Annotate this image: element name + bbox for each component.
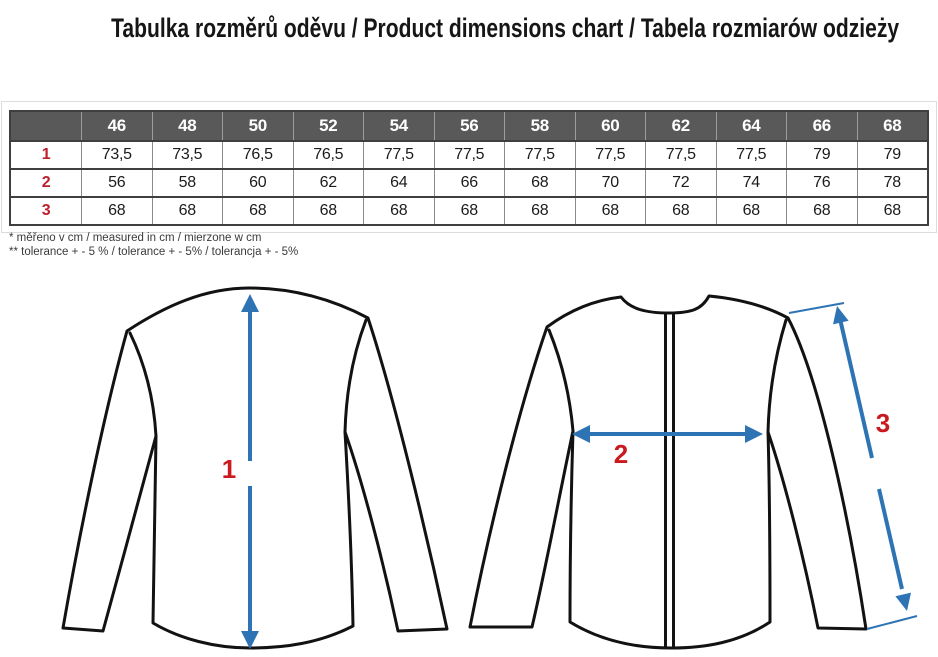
dimension-value: 76: [786, 170, 857, 196]
jacket-back-view: 1: [61, 286, 449, 650]
dimension-value: 68: [645, 198, 716, 224]
arrow-upleft-head-icon: [833, 306, 849, 325]
dimension-value: 73,5: [81, 142, 152, 168]
dimension-value: 68: [715, 198, 787, 224]
dimension-value: 77,5: [433, 142, 505, 168]
dimension-label-3: 3: [876, 408, 890, 438]
dimension-value: 56: [81, 170, 152, 196]
size-column-header: 60: [574, 112, 646, 140]
dimension-value: 78: [856, 170, 928, 196]
front-right-armhole-seam: [766, 318, 788, 434]
dimension-value: 64: [363, 170, 434, 196]
sleeve-length-arrow: [788, 302, 918, 630]
table-row: 3 68 68 68 68 68 68 68 68 68 68 68 68: [11, 196, 927, 224]
dimension-value: 79: [856, 142, 928, 168]
back-right-armhole-seam: [343, 318, 368, 434]
dimension-value: 60: [222, 170, 293, 196]
size-column-header: 46: [81, 112, 152, 140]
page-title-row: Tabulka rozměrů oděvu / Product dimensio…: [0, 13, 938, 44]
length-arrow: [241, 294, 259, 649]
dimension-value: 77,5: [715, 142, 787, 168]
table-row: 2 56 58 60 62 64 66 68 70 72 74 76 78: [11, 168, 927, 196]
size-column-header: 64: [715, 112, 787, 140]
table-row: 1 73,5 73,5 76,5 76,5 77,5 77,5 77,5 77,…: [11, 140, 927, 168]
dimension-value: 76,5: [222, 142, 293, 168]
front-left-armhole-seam: [547, 328, 575, 433]
size-column-header: 56: [433, 112, 505, 140]
page-title: Tabulka rozměrů oděvu / Product dimensio…: [111, 13, 900, 43]
size-column-header: 48: [151, 112, 223, 140]
dimension-value: 68: [151, 198, 223, 224]
arrow-left-head-icon: [572, 425, 590, 443]
dimension-value: 72: [645, 170, 716, 196]
size-column-header: 50: [222, 112, 293, 140]
dimension-value: 68: [856, 198, 928, 224]
size-column-header: 52: [292, 112, 364, 140]
row-number: 2: [41, 174, 51, 191]
jacket-front-outline: [468, 294, 868, 650]
dimension-value: 77,5: [363, 142, 434, 168]
dimension-value: 79: [786, 142, 857, 168]
row-number: 1: [41, 146, 51, 163]
dimension-value: 66: [433, 170, 505, 196]
jacket-front-view: 2 3: [468, 294, 918, 650]
table-outer-frame: [1, 101, 937, 233]
size-column-header: 58: [504, 112, 575, 140]
dimension-value: 62: [292, 170, 364, 196]
dimension-value: 77,5: [574, 142, 646, 168]
back-left-armhole-seam: [128, 331, 158, 438]
table-header-row: 46 48 50 52 54 56 58 60 62 64 66 68: [11, 112, 927, 140]
dimension-value: 68: [504, 198, 575, 224]
dimension-value: 74: [715, 170, 787, 196]
dimension-value: 68: [292, 198, 364, 224]
jacket-back-outline: [61, 286, 449, 650]
dimension-value: 68: [433, 198, 505, 224]
extension-line-bottom: [866, 615, 918, 630]
arrow-downright-head-icon: [895, 592, 911, 611]
size-column-header: 54: [363, 112, 434, 140]
dimension-label-1: 1: [222, 454, 236, 484]
size-column-header: 62: [645, 112, 716, 140]
dimension-label-2: 2: [614, 439, 628, 469]
dimension-value: 68: [363, 198, 434, 224]
chest-width-arrow: [572, 425, 763, 443]
footnote-measured-in-cm: * měřeno v cm / measured in cm / mierzon…: [9, 232, 262, 244]
row-number: 3: [41, 202, 51, 219]
dimension-value: 68: [222, 198, 293, 224]
footnote-tolerance: ** tolerance + - 5 % / tolerance + - 5% …: [9, 246, 299, 258]
dimension-value: 68: [504, 170, 575, 196]
arrow-right-head-icon: [745, 425, 763, 443]
arrow-up-head-icon: [241, 294, 259, 312]
size-column-header: 66: [786, 112, 857, 140]
dimension-value: 68: [786, 198, 857, 224]
dimension-value: 70: [574, 170, 646, 196]
dimension-value: 68: [81, 198, 152, 224]
dimension-value: 77,5: [645, 142, 716, 168]
garment-diagrams: 1 2 3: [61, 286, 918, 650]
table-corner-cell: [11, 112, 81, 140]
arrow-down-head-icon: [241, 631, 259, 649]
dimension-value: 76,5: [292, 142, 364, 168]
dimension-value: 58: [151, 170, 223, 196]
dimension-value: 77,5: [504, 142, 575, 168]
dimension-value: 68: [574, 198, 646, 224]
size-table: 46 48 50 52 54 56 58 60 62 64 66 68 1 73…: [9, 110, 929, 226]
dimension-value: 73,5: [151, 142, 223, 168]
size-column-header: 68: [856, 112, 928, 140]
extension-line-top: [788, 302, 845, 314]
